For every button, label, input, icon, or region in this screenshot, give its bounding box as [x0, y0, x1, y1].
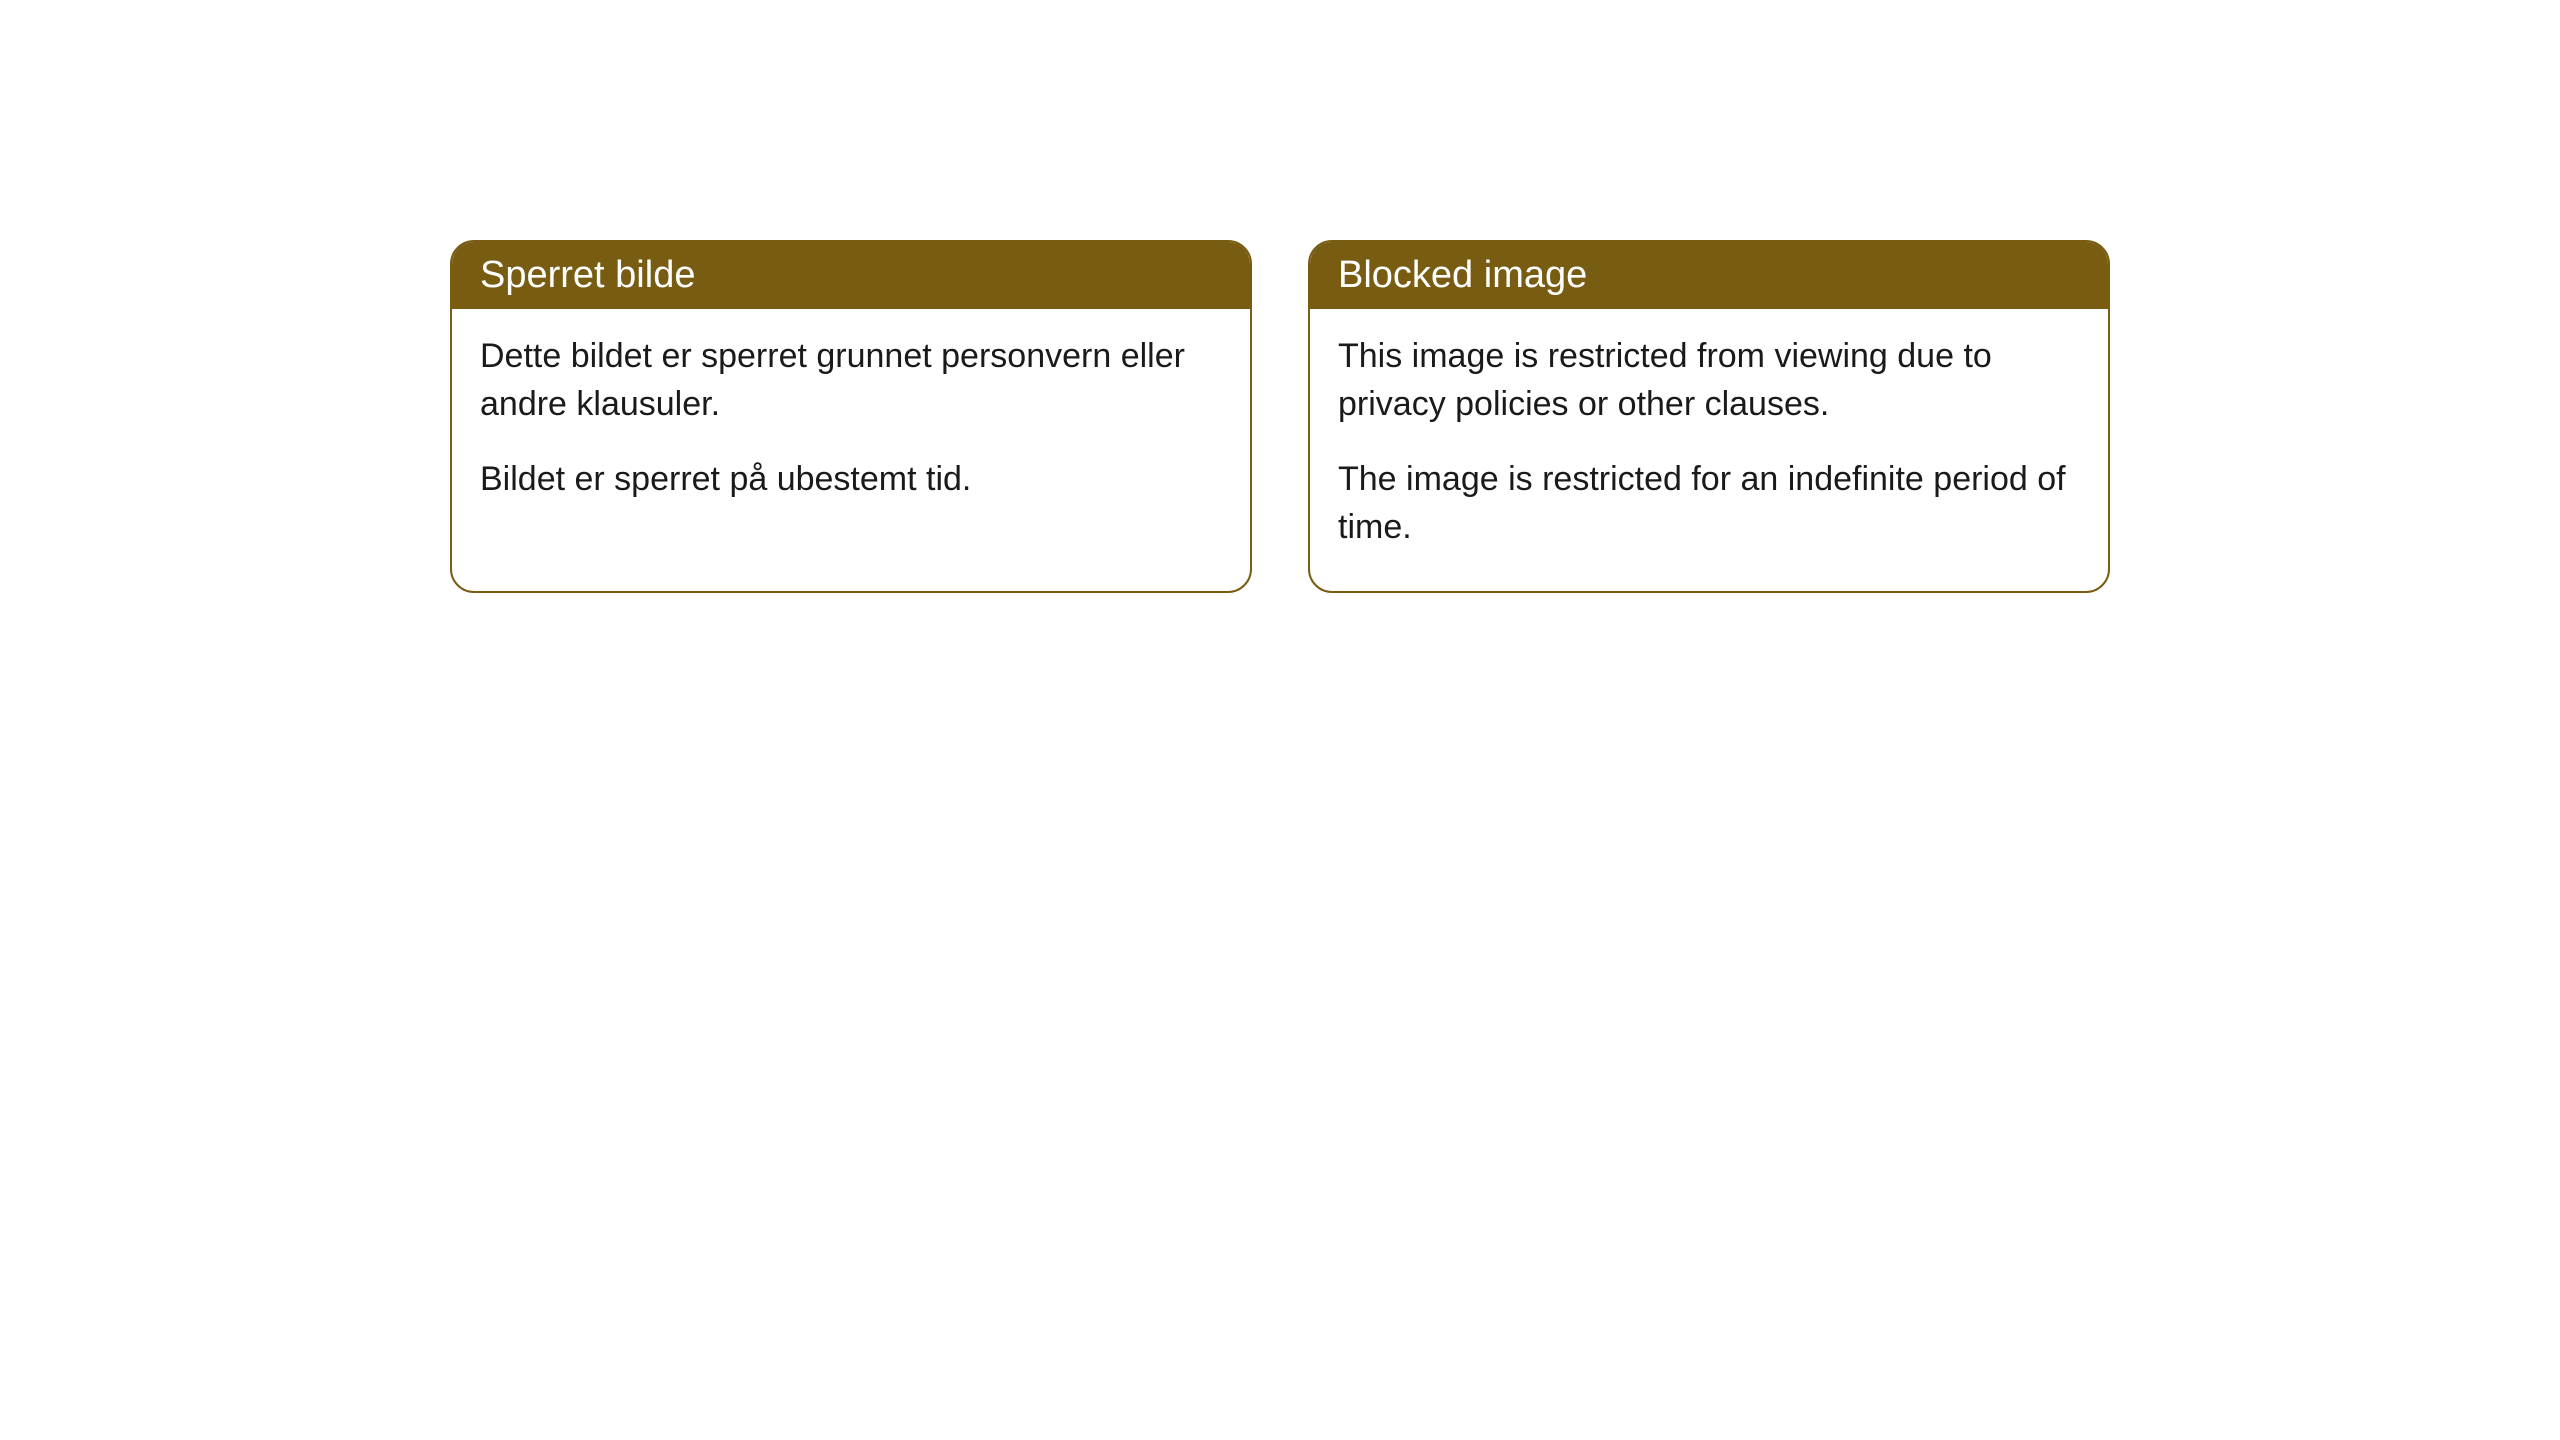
notice-card-norwegian: Sperret bilde Dette bildet er sperret gr… — [450, 240, 1252, 593]
notice-card-english: Blocked image This image is restricted f… — [1308, 240, 2110, 593]
card-paragraph-2-english: The image is restricted for an indefinit… — [1338, 456, 2080, 551]
card-header-english: Blocked image — [1310, 242, 2108, 309]
card-title-english: Blocked image — [1338, 254, 1587, 296]
card-title-norwegian: Sperret bilde — [480, 254, 695, 296]
card-paragraph-1-english: This image is restricted from viewing du… — [1338, 333, 2080, 428]
card-paragraph-2-norwegian: Bildet er sperret på ubestemt tid. — [480, 456, 1222, 504]
card-paragraph-1-norwegian: Dette bildet er sperret grunnet personve… — [480, 333, 1222, 428]
card-header-norwegian: Sperret bilde — [452, 242, 1250, 309]
card-body-norwegian: Dette bildet er sperret grunnet personve… — [452, 309, 1250, 544]
notice-cards-container: Sperret bilde Dette bildet er sperret gr… — [450, 240, 2110, 593]
card-body-english: This image is restricted from viewing du… — [1310, 309, 2108, 591]
